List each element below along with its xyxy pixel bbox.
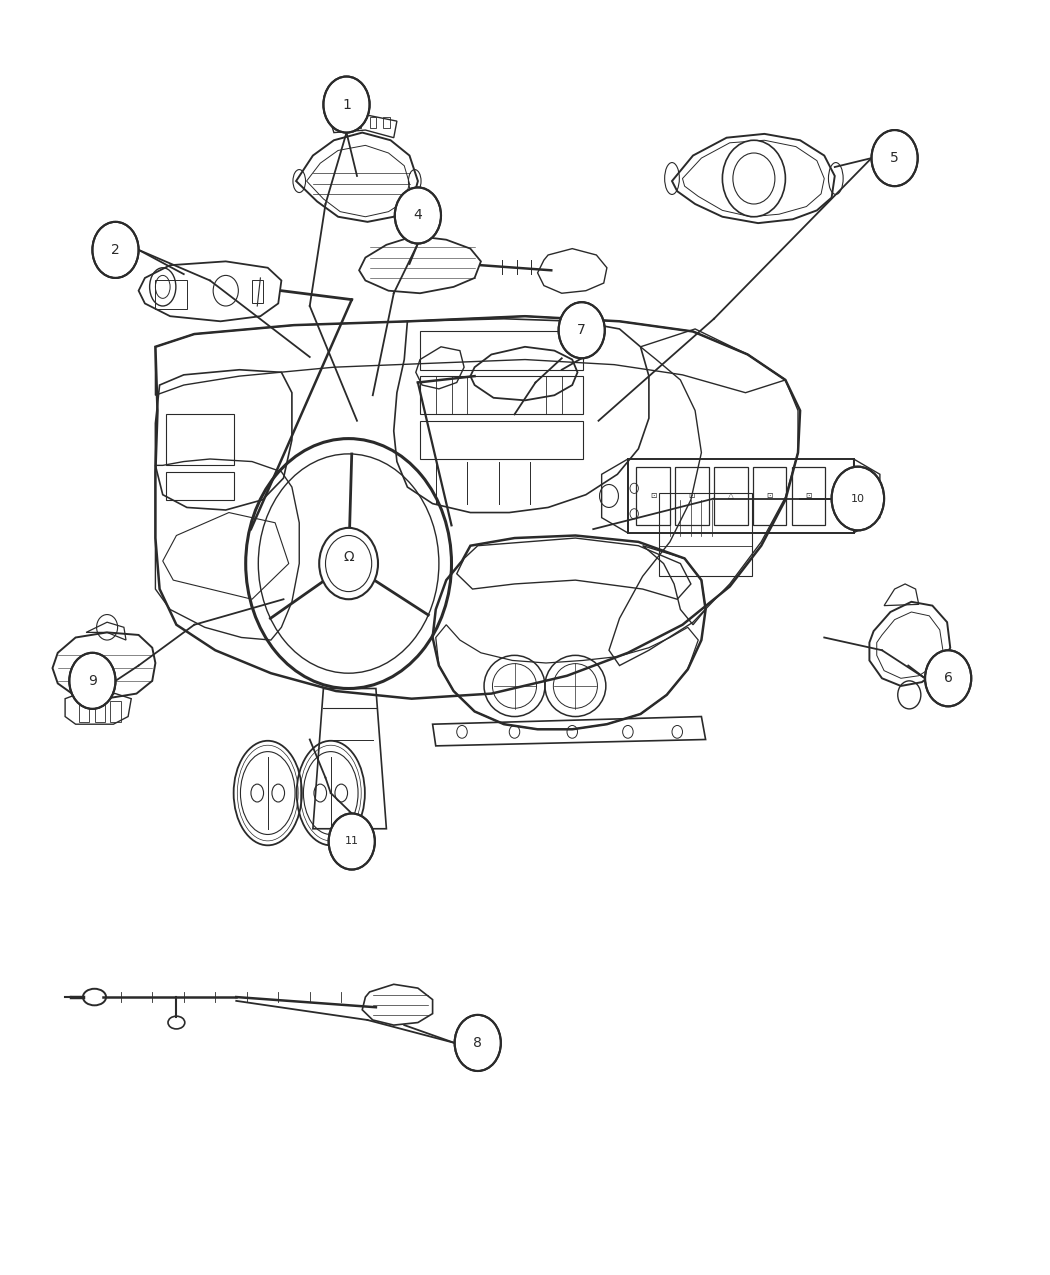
Circle shape xyxy=(323,76,370,133)
Bar xyxy=(420,332,583,370)
Bar xyxy=(792,467,825,525)
Bar xyxy=(370,117,376,128)
Text: 5: 5 xyxy=(890,152,899,164)
Bar xyxy=(420,421,583,459)
Bar xyxy=(252,280,262,303)
Circle shape xyxy=(559,302,605,358)
Circle shape xyxy=(832,467,884,530)
Bar xyxy=(94,701,105,722)
Bar xyxy=(659,493,752,576)
Text: 10: 10 xyxy=(850,493,865,504)
Circle shape xyxy=(395,187,441,244)
Text: 4: 4 xyxy=(414,209,422,222)
Text: 6: 6 xyxy=(944,672,952,685)
Circle shape xyxy=(69,653,116,709)
Text: 9: 9 xyxy=(88,674,97,687)
Bar xyxy=(166,472,234,500)
Bar xyxy=(155,280,187,309)
Bar xyxy=(628,459,854,533)
Circle shape xyxy=(455,1015,501,1071)
Circle shape xyxy=(722,140,785,217)
Text: ⊡: ⊡ xyxy=(766,491,773,501)
Circle shape xyxy=(319,528,378,599)
Bar xyxy=(110,701,121,722)
Text: 11: 11 xyxy=(344,836,359,847)
Bar xyxy=(420,376,583,414)
Circle shape xyxy=(92,222,139,278)
Circle shape xyxy=(925,650,971,706)
Bar xyxy=(341,117,348,128)
Bar xyxy=(166,414,234,465)
Text: ⊡: ⊡ xyxy=(805,491,812,501)
Bar xyxy=(383,117,390,128)
Bar xyxy=(636,467,670,525)
Bar xyxy=(714,467,748,525)
Bar xyxy=(675,467,709,525)
Text: 8: 8 xyxy=(474,1037,482,1049)
Text: △: △ xyxy=(728,491,734,501)
Circle shape xyxy=(872,130,918,186)
Bar xyxy=(753,467,786,525)
Text: ⊡: ⊡ xyxy=(689,491,695,501)
Text: 1: 1 xyxy=(342,98,351,111)
Text: 2: 2 xyxy=(111,244,120,256)
Text: ⊡: ⊡ xyxy=(650,491,656,501)
Text: Ω: Ω xyxy=(343,551,354,564)
Bar xyxy=(79,701,89,722)
Bar xyxy=(355,117,361,128)
Text: 7: 7 xyxy=(578,324,586,337)
Circle shape xyxy=(329,813,375,870)
